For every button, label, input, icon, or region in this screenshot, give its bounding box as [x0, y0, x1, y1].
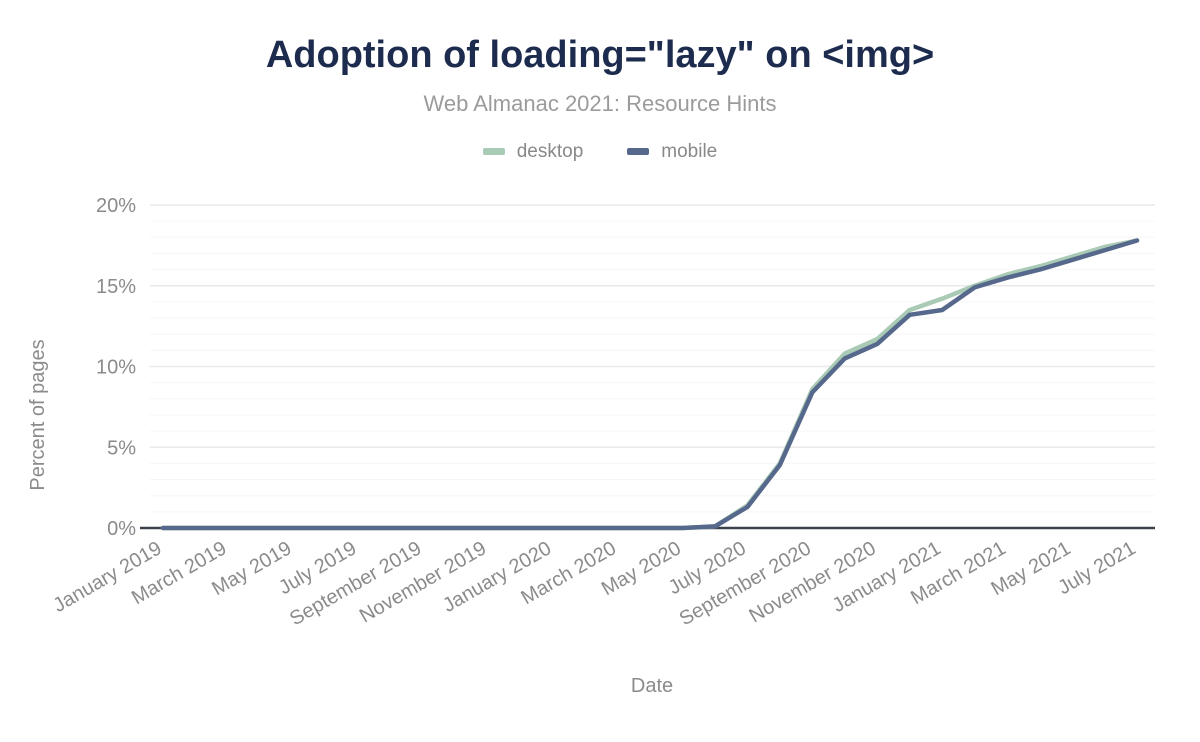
legend-item-mobile: mobile	[627, 141, 717, 163]
legend-label-desktop: desktop	[516, 140, 584, 162]
legend-label-mobile: mobile	[661, 140, 718, 162]
y-axis-title: Percent of pages	[27, 339, 49, 490]
y-tick-label: 15%	[96, 275, 136, 297]
legend: desktop mobile	[0, 141, 1200, 163]
chart-subtitle: Web Almanac 2021: Resource Hints	[423, 90, 777, 116]
y-tick-label: 0%	[107, 518, 136, 540]
series-line-mobile	[160, 237, 1140, 530]
mobile-swatch	[627, 148, 650, 156]
x-axis-title: Date	[631, 675, 673, 697]
chart-figure: Adoption of loading="lazy" on <img> Web …	[0, 34, 1200, 742]
y-tick-label: 20%	[96, 195, 136, 217]
y-tick-label: 10%	[96, 356, 136, 378]
chart-title: Adoption of loading="lazy" on <img>	[265, 34, 935, 76]
x-tick-label: January 2019	[50, 537, 166, 617]
desktop-swatch	[482, 148, 505, 156]
legend-item-desktop: desktop	[482, 140, 584, 163]
y-tick-label: 5%	[107, 437, 136, 459]
